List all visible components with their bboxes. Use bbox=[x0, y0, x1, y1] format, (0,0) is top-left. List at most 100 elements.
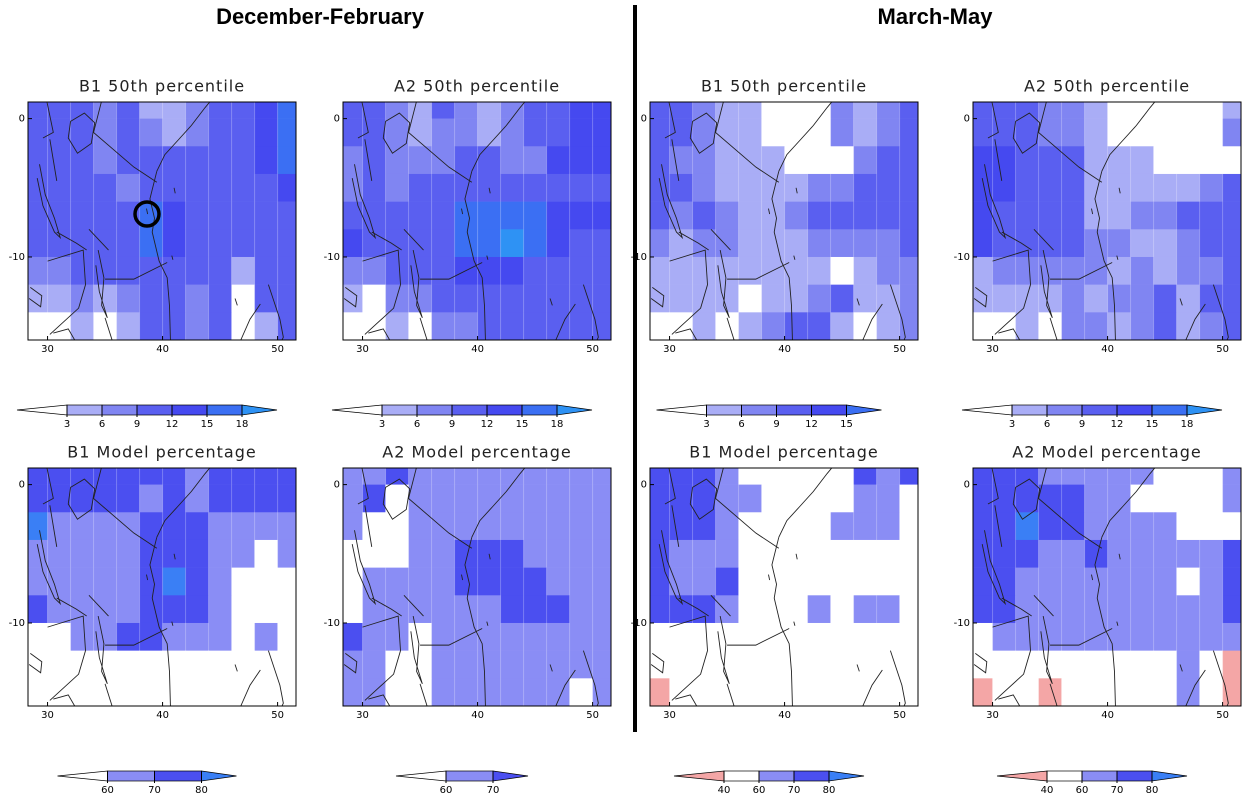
grid-cell bbox=[853, 539, 877, 568]
grid-cell bbox=[454, 229, 478, 258]
grid-cell bbox=[650, 595, 670, 624]
coastline bbox=[669, 615, 708, 701]
grid-cell bbox=[454, 622, 478, 651]
grid-cell bbox=[669, 622, 693, 651]
coastline bbox=[549, 298, 553, 306]
cells bbox=[650, 468, 918, 706]
grid-cell bbox=[523, 173, 547, 202]
grid-cell bbox=[362, 256, 386, 285]
grid-cell bbox=[454, 484, 478, 513]
grid-cell bbox=[1084, 229, 1108, 258]
grid-cell bbox=[93, 173, 117, 202]
coastline bbox=[889, 650, 906, 706]
grid-cell bbox=[47, 284, 71, 313]
panel-frame bbox=[972, 467, 1242, 707]
colorbar-label: 9 bbox=[773, 419, 779, 430]
grid-cell bbox=[162, 650, 186, 679]
grid-cell bbox=[1084, 468, 1108, 485]
grid-cell bbox=[93, 256, 117, 285]
colorbar-extend bbox=[846, 404, 882, 416]
grid-cell bbox=[899, 256, 918, 285]
grid-cell bbox=[1130, 468, 1154, 485]
grid-cell bbox=[116, 468, 140, 485]
coastline bbox=[1212, 284, 1229, 340]
coastline bbox=[149, 537, 171, 706]
x-tick-label: 50 bbox=[586, 710, 599, 721]
colorbar-label: 3 bbox=[64, 419, 70, 430]
grid-cell bbox=[343, 146, 363, 175]
coastline bbox=[771, 171, 793, 340]
colorbar-label: 6 bbox=[1044, 419, 1050, 430]
cells bbox=[28, 102, 296, 340]
grid-cell bbox=[431, 229, 455, 258]
grid-cell bbox=[1107, 118, 1131, 147]
grid-cell bbox=[385, 539, 409, 568]
grid-cell bbox=[1061, 512, 1085, 541]
grid-cell bbox=[47, 118, 71, 147]
grid-cell bbox=[715, 539, 739, 568]
grid-cell bbox=[523, 118, 547, 147]
coastline bbox=[1038, 468, 1103, 549]
x-tick-label: 30 bbox=[41, 710, 54, 721]
colorbar-segment bbox=[758, 770, 795, 782]
grid-cell bbox=[28, 229, 48, 258]
x-tick-label: 40 bbox=[778, 344, 791, 355]
panel-title: A2 Model percentage bbox=[382, 443, 571, 462]
grid-cell bbox=[807, 229, 831, 258]
grid-cell bbox=[116, 512, 140, 541]
grid-cell bbox=[738, 284, 762, 313]
grid-cell bbox=[28, 102, 48, 119]
grid-cell bbox=[761, 229, 785, 258]
grid-cell bbox=[1107, 468, 1131, 485]
grid-cell bbox=[650, 284, 670, 313]
colorbar-label: 3 bbox=[1009, 419, 1015, 430]
grid-cell bbox=[876, 650, 900, 679]
grid-cell bbox=[1130, 118, 1154, 147]
grid-cell bbox=[1176, 284, 1200, 313]
grid-cell bbox=[185, 229, 209, 258]
coastline bbox=[95, 249, 108, 319]
grid-cell bbox=[28, 468, 48, 485]
grid-cell bbox=[1199, 256, 1223, 285]
coastline bbox=[795, 187, 798, 194]
grid-cell bbox=[1222, 650, 1241, 679]
grid-cell bbox=[569, 312, 593, 340]
grid-cell bbox=[692, 312, 716, 340]
grid-cell bbox=[70, 229, 94, 258]
grid-cell bbox=[569, 102, 593, 119]
grid-cell bbox=[70, 595, 94, 624]
grid-cell bbox=[650, 567, 670, 596]
grid-cell bbox=[208, 284, 232, 313]
grid-cell bbox=[139, 468, 163, 485]
grid-cell bbox=[1061, 622, 1085, 651]
grid-cell bbox=[1199, 284, 1223, 313]
grid-cell bbox=[853, 468, 877, 485]
grid-cell bbox=[139, 567, 163, 596]
grid-cell bbox=[546, 595, 570, 624]
grid-cell bbox=[477, 484, 501, 513]
grid-cell bbox=[362, 650, 386, 679]
grid-cell bbox=[650, 650, 670, 679]
grid-cell bbox=[761, 102, 785, 119]
grid-cell bbox=[362, 102, 386, 119]
coastline bbox=[1179, 298, 1183, 306]
grid-cell bbox=[431, 678, 455, 706]
grid-cell bbox=[899, 102, 918, 119]
grid-cell bbox=[185, 146, 209, 175]
grid-cell bbox=[116, 173, 140, 202]
grid-cell bbox=[139, 229, 163, 258]
grid-cell bbox=[692, 512, 716, 541]
x-tick-label: 50 bbox=[893, 710, 906, 721]
grid-cell bbox=[1130, 256, 1154, 285]
grid-cell bbox=[362, 622, 386, 651]
colorbar: 60 70 80 bbox=[57, 770, 237, 796]
coastline bbox=[47, 249, 86, 335]
coastline bbox=[689, 478, 718, 520]
map-panel: A2 Model percentage 30 40 50 0 -10 40 60 70 80 bbox=[954, 443, 1242, 796]
grid-cell bbox=[1130, 201, 1154, 230]
coastline bbox=[156, 468, 211, 538]
grid-cell bbox=[738, 595, 762, 624]
grid-cell bbox=[185, 201, 209, 230]
grid-cell bbox=[116, 146, 140, 175]
coastline bbox=[1091, 208, 1094, 215]
